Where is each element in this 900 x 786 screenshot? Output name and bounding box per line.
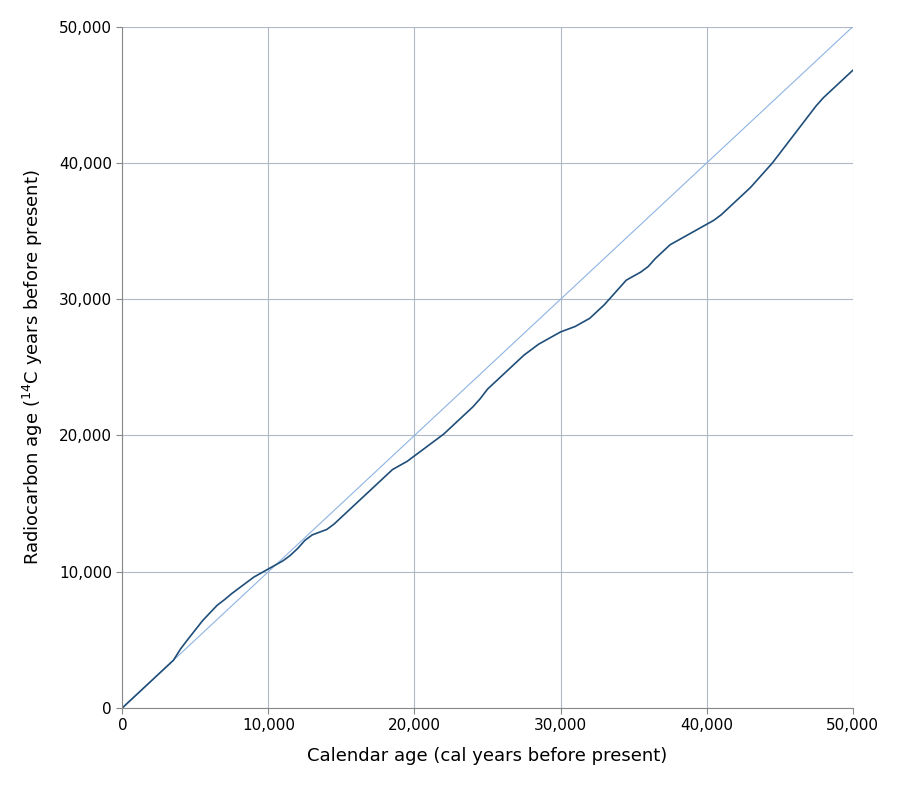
Y-axis label: Radiocarbon age ($^{14}$C years before present): Radiocarbon age ($^{14}$C years before p… bbox=[21, 170, 45, 565]
X-axis label: Calendar age (cal years before present): Calendar age (cal years before present) bbox=[308, 747, 668, 765]
